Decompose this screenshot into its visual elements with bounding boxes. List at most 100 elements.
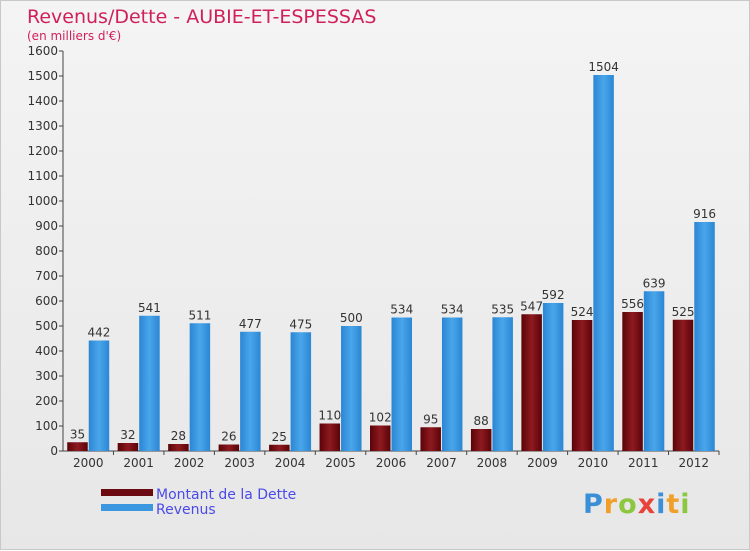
- logo-letter: t: [666, 489, 681, 520]
- bar-debt: [622, 312, 643, 451]
- bar-revenue: [139, 315, 160, 451]
- y-tick-label: 1100: [27, 169, 58, 183]
- y-tick-label: 800: [35, 244, 58, 258]
- bar-debt: [218, 444, 240, 451]
- x-tick-label: 2005: [325, 456, 356, 470]
- data-label-revenue: 1504: [588, 60, 619, 74]
- bar-revenue: [542, 303, 564, 451]
- chart-subtitle: (en milliers d'€): [27, 29, 122, 43]
- legend-label-debt: Montant de la Dette: [156, 487, 297, 503]
- x-tick-label: 2008: [477, 456, 508, 470]
- x-tick-label: 2010: [578, 456, 609, 470]
- y-tick-label: 500: [35, 319, 58, 333]
- logo-letter: P: [583, 489, 604, 520]
- proxiti-logo: Proxiti: [583, 489, 691, 520]
- data-label-revenue: 475: [289, 317, 312, 331]
- data-label-revenue: 541: [138, 301, 161, 315]
- data-label-debt: 524: [571, 305, 594, 319]
- data-label-debt: 35: [70, 427, 85, 441]
- x-tick-label: 2002: [174, 456, 205, 470]
- data-label-revenue: 916: [693, 207, 716, 221]
- y-tick-label: 1300: [27, 119, 58, 133]
- x-tick-label: 2003: [224, 456, 255, 470]
- bar-debt: [470, 429, 492, 451]
- bar-debt: [117, 443, 139, 451]
- y-tick-label: 700: [35, 269, 58, 283]
- y-tick-label: 300: [35, 369, 58, 383]
- logo-letter: x: [637, 489, 657, 520]
- y-tick-label: 1000: [27, 194, 58, 208]
- y-tick-label: 600: [35, 294, 58, 308]
- y-tick-label: 1600: [27, 44, 58, 58]
- data-label-revenue: 534: [441, 303, 464, 317]
- bar-revenue: [290, 332, 312, 451]
- x-tick-label: 2007: [426, 456, 457, 470]
- bar-revenue: [694, 222, 715, 451]
- bar-revenue: [492, 317, 513, 451]
- bar-debt: [521, 314, 542, 451]
- data-label-debt: 28: [171, 429, 186, 443]
- data-label-debt: 25: [272, 430, 287, 444]
- y-tick-label: 200: [35, 394, 58, 408]
- data-label-debt: 102: [369, 411, 392, 425]
- x-tick-label: 2004: [275, 456, 306, 470]
- data-label-debt: 547: [520, 299, 543, 313]
- y-tick-label: 400: [35, 344, 58, 358]
- x-tick-label: 2001: [123, 456, 154, 470]
- y-tick-label: 900: [35, 219, 58, 233]
- bar-debt: [67, 442, 88, 451]
- x-tick-label: 2012: [678, 456, 709, 470]
- x-tick-label: 2000: [73, 456, 104, 470]
- data-label-revenue: 535: [491, 302, 514, 316]
- x-tick-label: 2011: [628, 456, 659, 470]
- bar-debt: [319, 423, 341, 451]
- data-label-revenue: 477: [239, 317, 262, 331]
- bar-revenue: [593, 75, 614, 451]
- bar-revenue: [341, 326, 362, 451]
- y-tick-label: 100: [35, 419, 58, 433]
- chart-bars: [67, 75, 715, 451]
- bar-debt: [269, 444, 290, 451]
- chart-title: Revenus/Dette - AUBIE-ET-ESPESSAS: [27, 6, 377, 28]
- data-label-revenue: 639: [643, 276, 666, 290]
- x-tick-label: 2009: [527, 456, 558, 470]
- data-label-debt: 88: [474, 414, 489, 428]
- y-tick-label: 0: [50, 444, 58, 458]
- bar-debt: [672, 319, 694, 451]
- data-label-debt: 32: [120, 428, 135, 442]
- logo-letter: i: [656, 489, 667, 520]
- data-label-debt: 525: [672, 305, 695, 319]
- data-label-debt: 95: [423, 412, 438, 426]
- y-tick-label: 1400: [27, 94, 58, 108]
- legend-swatch-revenue: [101, 504, 153, 511]
- logo-letter: o: [618, 489, 638, 520]
- data-label-revenue: 500: [340, 311, 363, 325]
- logo-letter: i: [680, 489, 691, 520]
- data-label-debt: 110: [318, 409, 341, 423]
- bar-debt: [370, 425, 391, 451]
- data-label-revenue: 592: [542, 288, 565, 302]
- data-label-revenue: 442: [88, 326, 111, 340]
- data-label-debt: 26: [221, 430, 236, 444]
- bar-revenue: [189, 323, 211, 451]
- bar-revenue: [643, 291, 665, 451]
- y-tick-label: 1200: [27, 144, 58, 158]
- bar-revenue: [240, 331, 261, 451]
- legend-label-revenue: Revenus: [156, 502, 216, 518]
- bar-debt: [420, 427, 441, 451]
- data-label-revenue: 534: [390, 303, 413, 317]
- x-tick-label: 2006: [376, 456, 407, 470]
- bar-revenue: [88, 340, 110, 451]
- bar-debt: [168, 444, 189, 451]
- bar-debt: [571, 320, 593, 451]
- logo-letter: r: [603, 489, 619, 520]
- chart-axes: 0 100 200 300 400 500 600 700 800 900 1000 1100 1200…: [27, 44, 720, 470]
- chart-data-labels: 35 442 32 541 28 511 26 477 25 475 110 500 102 534 95 5…: [70, 60, 716, 444]
- y-tick-label: 1500: [27, 69, 58, 83]
- legend-swatch-debt: [101, 489, 153, 496]
- data-label-debt: 556: [621, 297, 644, 311]
- bar-revenue: [391, 317, 412, 451]
- bar-revenue: [441, 317, 463, 451]
